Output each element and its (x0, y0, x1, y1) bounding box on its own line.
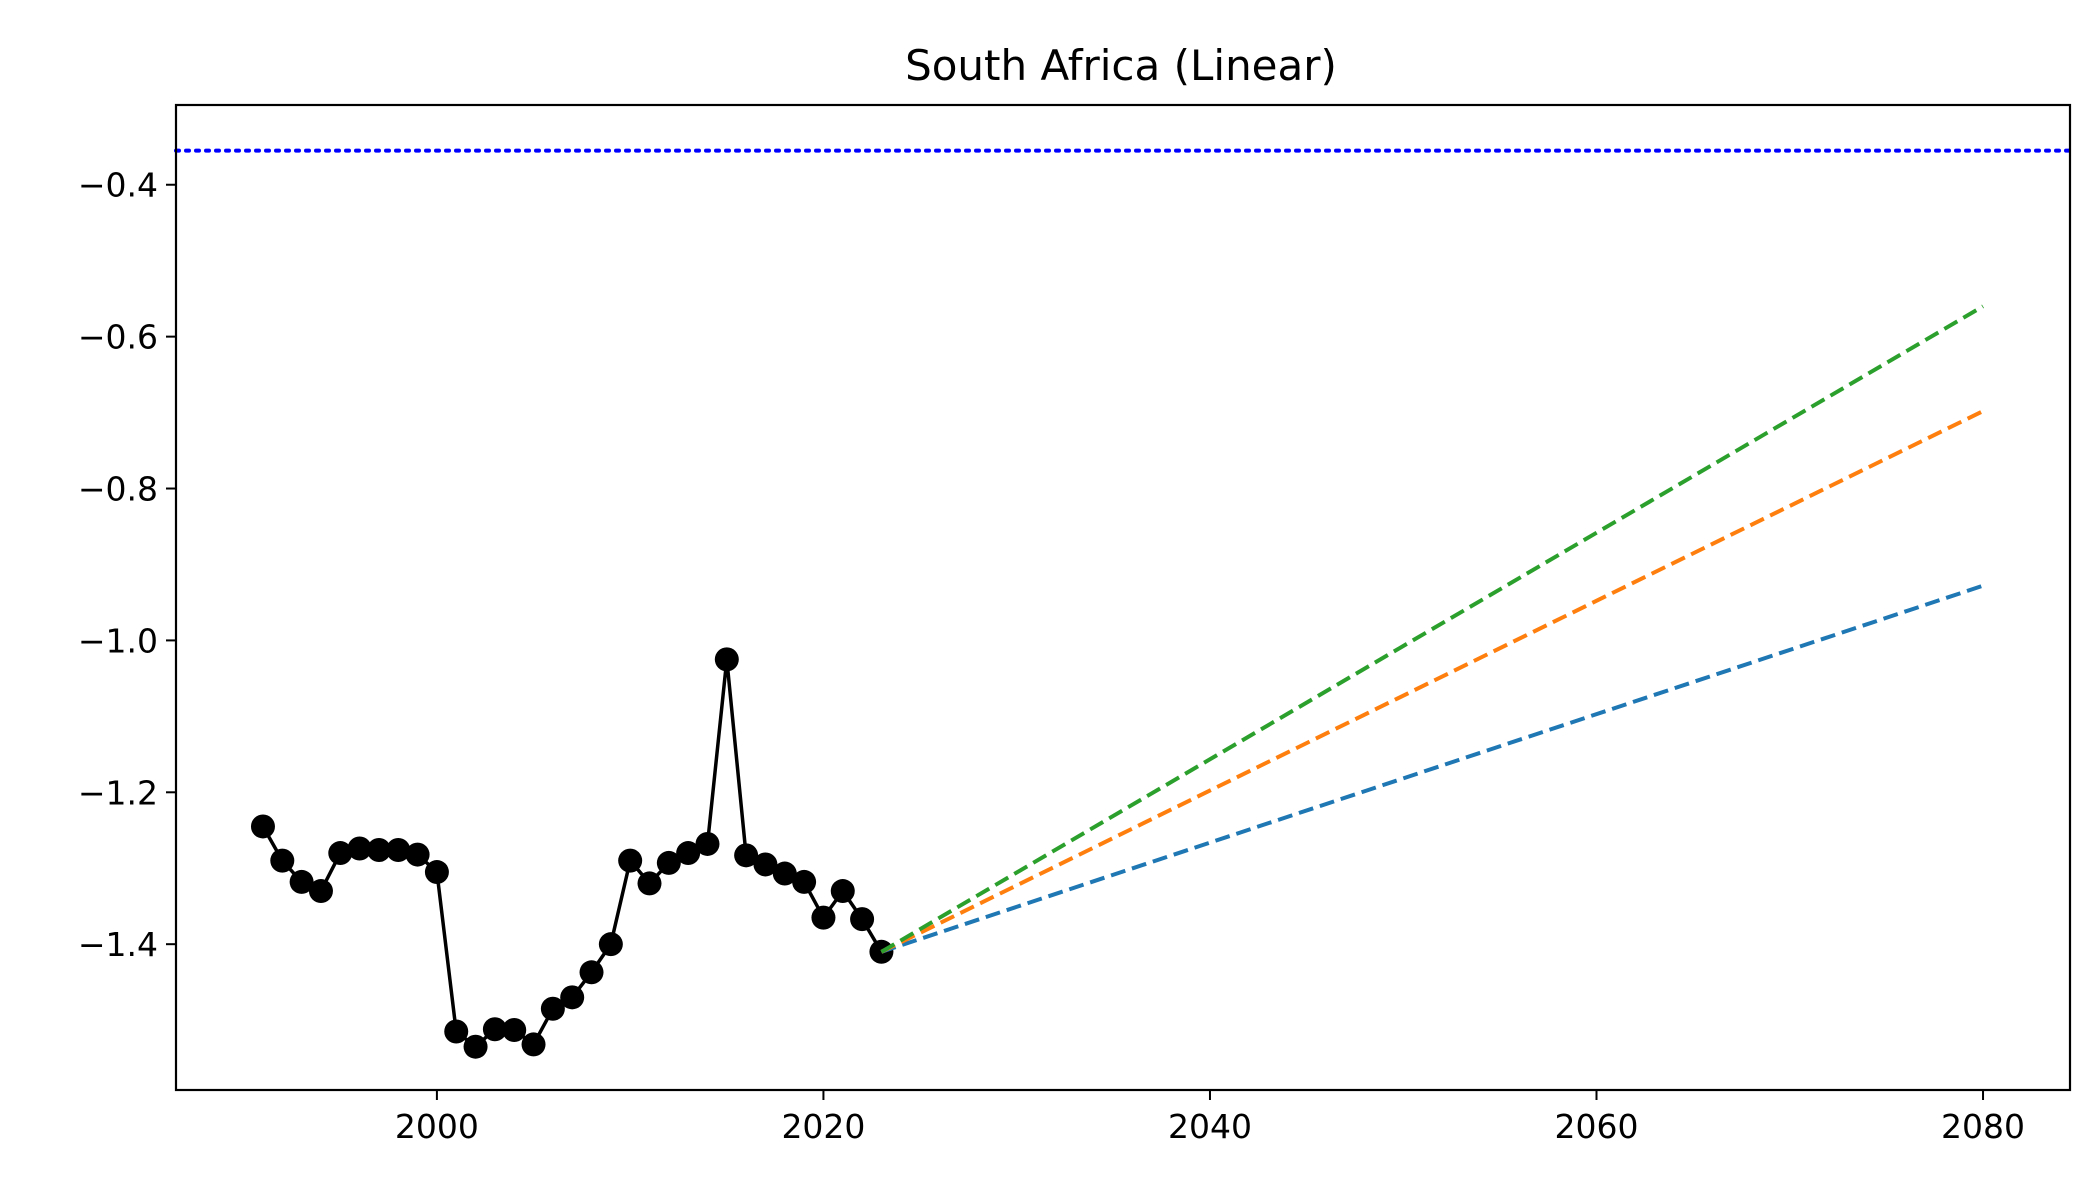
y-tick-label: −1.4 (78, 925, 158, 964)
y-tick-label: −0.4 (78, 166, 158, 205)
data-point (792, 869, 817, 894)
data-point (637, 871, 662, 896)
data-point (366, 838, 391, 863)
data-point (540, 996, 565, 1021)
data-point (347, 836, 372, 861)
data-point (482, 1017, 507, 1042)
data-point (618, 848, 643, 873)
y-tick-label: −1.0 (78, 621, 158, 660)
data-point (753, 852, 778, 877)
data-point (270, 848, 295, 873)
data-point (560, 985, 585, 1010)
data-point (811, 905, 836, 930)
data-point (424, 860, 449, 885)
data-point (850, 907, 875, 932)
data-point (250, 814, 275, 839)
data-point (444, 1019, 469, 1044)
data-point (695, 831, 720, 856)
data-point (656, 850, 681, 875)
y-tick-label: −0.8 (78, 470, 158, 509)
x-tick-label: 2000 (395, 1107, 479, 1146)
data-point (830, 879, 855, 904)
data-point (772, 861, 797, 886)
data-point (502, 1018, 527, 1043)
plot-frame (174, 103, 2072, 1092)
x-tick-label: 2060 (1555, 1107, 1639, 1146)
data-point (714, 647, 739, 672)
data-point (521, 1032, 546, 1057)
projection-line-2 (880, 409, 1984, 954)
data-point (734, 843, 759, 868)
projection-line-3 (880, 304, 1985, 954)
x-tick-label: 2020 (781, 1107, 865, 1146)
data-point (579, 960, 604, 985)
data-point (289, 869, 314, 894)
x-tick-label: 2040 (1168, 1107, 1252, 1146)
axes: 2000 2020 2040 2060 2080 −1.4 −1.2 −1.0 −0.8 −0.6… (78, 166, 2025, 1146)
chart-title: South Africa (Linear) (905, 41, 1337, 90)
x-tick-label: 2080 (1941, 1107, 2025, 1146)
data-point (463, 1034, 488, 1059)
data-point (676, 841, 701, 866)
plot-area (174, 148, 2072, 1059)
data-point (598, 932, 623, 957)
data-point (405, 842, 430, 867)
data-point (308, 879, 333, 904)
projection-line-1 (880, 583, 1984, 954)
data-point (328, 841, 353, 866)
y-tick-label: −1.2 (78, 773, 158, 812)
y-tick-label: −0.6 (78, 318, 158, 357)
data-point (386, 838, 411, 863)
